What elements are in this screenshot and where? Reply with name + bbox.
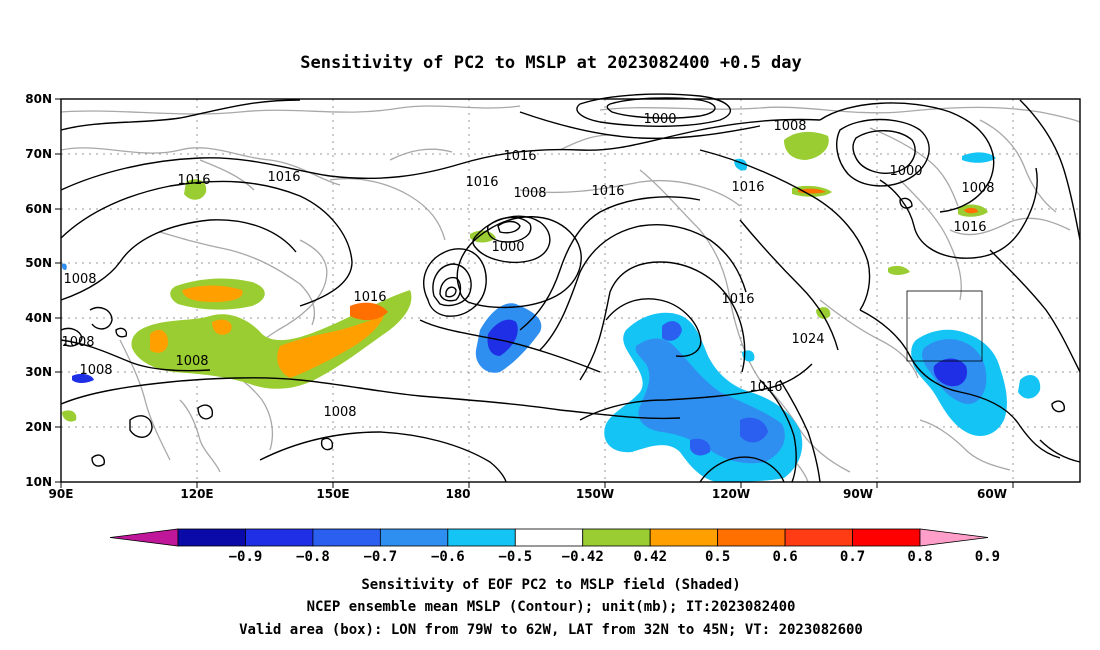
contour-label: 1016 — [721, 292, 754, 307]
contour-label: 1008 — [61, 335, 94, 350]
map-frame — [60, 98, 1081, 483]
colorbar-tick-label: 0.6 — [772, 549, 797, 565]
contour-label: 1016 — [953, 220, 986, 235]
lat-label: 20N — [25, 420, 52, 434]
valid-area-box — [906, 290, 983, 362]
colorbar-swatch — [852, 528, 921, 547]
map-panel: 1000 1000 1000 1008 1008 1008 1008 1008 … — [55, 93, 1081, 488]
contour-label: 1016 — [465, 175, 498, 190]
lat-label: 50N — [25, 256, 52, 270]
lon-label: 90E — [49, 487, 74, 501]
colorbar-swatch — [514, 528, 584, 547]
colorbar-swatch — [245, 528, 314, 547]
colorbar-end-low — [109, 528, 179, 547]
colorbar-tick-label: 0.9 — [975, 549, 1000, 565]
caption-line-2: NCEP ensemble mean MSLP (Contour); unit(… — [307, 599, 796, 615]
colorbar-swatch — [312, 528, 381, 547]
contour-label: 1016 — [177, 173, 210, 188]
caption-line-3: Valid area (box): LON from 79W to 62W, L… — [239, 622, 863, 638]
contour-label: 1000 — [889, 164, 922, 179]
colorbar — [109, 528, 989, 547]
contour-label: 1024 — [791, 332, 824, 347]
lat-label: 40N — [25, 311, 52, 325]
colorbar-tick-label: 0.5 — [705, 549, 730, 565]
lat-label: 30N — [25, 365, 52, 379]
contour-label: 1016 — [267, 170, 300, 185]
mslp-contours — [60, 93, 1081, 483]
colorbar-tick-label: −0.9 — [229, 549, 263, 565]
contour-label: 1016 — [749, 380, 782, 395]
colorbar-tick-label: −0.7 — [364, 549, 398, 565]
colorbar-tick-label: −0.42 — [562, 549, 604, 565]
coastlines — [60, 105, 1081, 483]
colorbar-swatch — [582, 528, 651, 547]
colorbar-tick-label: −0.6 — [431, 549, 465, 565]
contour-label: 1008 — [63, 272, 96, 287]
colorbar-swatch — [784, 528, 853, 547]
contour-label: 1008 — [175, 354, 208, 369]
colorbar-tick-label: −0.5 — [498, 549, 532, 565]
lat-label: 60N — [25, 202, 52, 216]
contour-label: 1008 — [323, 405, 356, 420]
lat-label: 70N — [25, 147, 52, 161]
colorbar-swatch — [177, 528, 246, 547]
colorbar-labels: −0.9 −0.8 −0.7 −0.6 −0.5 −0.42 0.42 0.5 0.6 0.7 0.… — [229, 549, 1001, 565]
contour-label: 1016 — [591, 184, 624, 199]
lon-label: 120W — [712, 487, 750, 501]
lon-label: 60W — [977, 487, 1007, 501]
lat-label: 10N — [25, 475, 52, 489]
colorbar-tick-label: 0.8 — [907, 549, 932, 565]
contour-label: 1016 — [353, 290, 386, 305]
longitude-labels: 90E 120E 150E 180 150W 120W 90W 60W — [49, 487, 1007, 501]
axis-ticks — [55, 98, 1014, 488]
lon-label: 120E — [180, 487, 213, 501]
colorbar-tick-label: 0.7 — [840, 549, 865, 565]
contour-label: 1008 — [961, 181, 994, 196]
contour-labels: 1000 1000 1000 1008 1008 1008 1008 1008 … — [61, 112, 994, 420]
contour-label: 1000 — [643, 112, 676, 127]
positive-sensitivity-shading — [62, 131, 988, 422]
contour-label: 1008 — [79, 363, 112, 378]
lat-label: 80N — [25, 92, 52, 106]
lon-label: 150W — [576, 487, 614, 501]
colorbar-tick-label: −0.8 — [296, 549, 330, 565]
map-title: Sensitivity of PC2 to MSLP at 2023082400… — [300, 53, 802, 73]
caption-line-1: Sensitivity of EOF PC2 to MSLP field (Sh… — [361, 577, 740, 593]
contour-label: 1000 — [491, 240, 524, 255]
colorbar-swatch — [447, 528, 516, 547]
colorbar-end-high — [919, 528, 989, 547]
contour-label: 1016 — [731, 180, 764, 195]
colorbar-tick-label: 0.42 — [633, 549, 667, 565]
colorbar-swatch — [717, 528, 786, 547]
lon-label: 180 — [445, 487, 470, 501]
latitude-labels: 80N 70N 60N 50N 40N 30N 20N 10N — [25, 92, 52, 489]
colorbar-swatch — [649, 528, 719, 547]
contour-label: 1016 — [503, 149, 536, 164]
lon-label: 150E — [316, 487, 349, 501]
lon-label: 90W — [843, 487, 873, 501]
contour-label: 1008 — [773, 119, 806, 134]
contour-label: 1008 — [513, 186, 546, 201]
colorbar-swatch — [379, 528, 449, 547]
